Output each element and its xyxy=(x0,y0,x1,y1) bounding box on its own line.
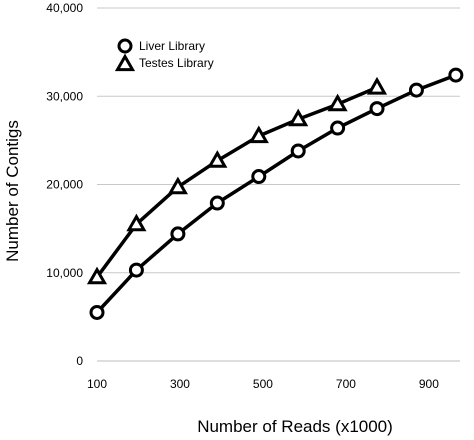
data-point-testes xyxy=(288,108,309,127)
y-tick-label: 30,000 xyxy=(46,89,83,103)
x-axis-title: Number of Reads (x1000) xyxy=(197,417,393,436)
data-point-liver xyxy=(290,143,306,159)
data-point-liver xyxy=(209,195,225,211)
legend: Liver Library Testes Library xyxy=(114,38,214,72)
gridlines xyxy=(97,7,460,274)
data-point-liver xyxy=(448,67,464,83)
legend-item-liver: Liver Library xyxy=(117,38,205,54)
data-point-liver xyxy=(369,101,385,117)
x-tick-label: 500 xyxy=(253,377,273,391)
data-point-liver xyxy=(408,82,424,98)
data-point-testes xyxy=(126,213,147,232)
y-tick-label: 10,000 xyxy=(46,266,83,280)
data-point-testes xyxy=(366,76,388,95)
legend-label-testes: Testes Library xyxy=(139,56,214,70)
data-point-testes xyxy=(248,125,269,144)
y-tick-label: 0 xyxy=(76,354,83,368)
data-point-testes xyxy=(207,150,228,168)
x-tick-label: 300 xyxy=(170,377,190,391)
data-point-liver xyxy=(128,262,144,278)
data-point-liver xyxy=(170,226,186,242)
data-point-liver xyxy=(251,169,267,185)
x-tick-label: 900 xyxy=(419,377,439,391)
axes: 0 10,000 20,000 30,000 40,000 100 300 500 700 900 xyxy=(46,1,460,391)
series-line-liver xyxy=(95,73,457,314)
legend-item-testes: Testes Library xyxy=(114,53,214,72)
legend-label-liver: Liver Library xyxy=(139,39,205,53)
x-tick-label: 100 xyxy=(87,377,107,391)
legend-marker-liver xyxy=(117,38,133,54)
data-point-testes xyxy=(167,176,188,195)
legend-marker-testes xyxy=(114,53,136,72)
series-testes xyxy=(86,76,388,285)
data-point-testes xyxy=(327,93,348,112)
y-tick-label: 20,000 xyxy=(46,178,83,192)
x-tick-label: 700 xyxy=(336,377,356,391)
series-layer xyxy=(86,67,464,320)
series-line-testes xyxy=(95,85,378,279)
data-point-liver xyxy=(330,120,346,136)
y-axis-title: Number of Contigs xyxy=(3,120,22,262)
series-liver xyxy=(89,67,464,320)
data-point-liver xyxy=(89,304,105,320)
y-tick-label: 40,000 xyxy=(46,1,83,15)
data-point-testes xyxy=(86,266,108,285)
